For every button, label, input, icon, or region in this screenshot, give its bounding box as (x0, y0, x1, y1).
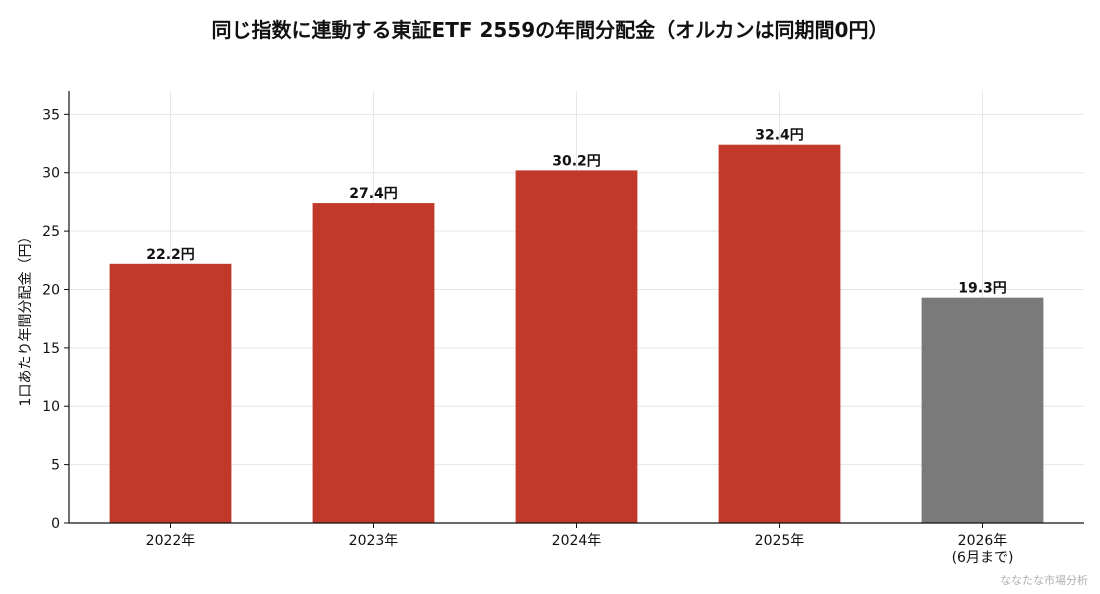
bar-value-label: 30.2円 (552, 153, 601, 169)
chart-title: 同じ指数に連動する東証ETF 2559の年間分配金（オルカンは同期間0円） (211, 18, 889, 42)
bar-value-label: 19.3円 (958, 281, 1007, 297)
bar (109, 263, 232, 523)
x-tick-label: 2026年 (958, 533, 1008, 549)
bar (312, 203, 435, 523)
x-tick-label: 2022年 (146, 533, 196, 549)
y-tick-label: 15 (42, 341, 60, 357)
bar (718, 144, 841, 523)
bar (515, 170, 638, 523)
watermark: ななたな市場分析 (1000, 574, 1088, 587)
y-tick-label: 35 (42, 107, 60, 123)
bar (921, 297, 1044, 523)
y-tick-label: 25 (42, 224, 60, 240)
y-tick-label: 30 (42, 166, 60, 182)
y-tick-label: 20 (42, 282, 60, 298)
bar-value-label: 32.4円 (755, 128, 804, 144)
y-tick-label: 0 (51, 516, 60, 532)
y-tick-label: 5 (51, 458, 60, 474)
y-axis-label: 1口あたり年間分配金（円） (18, 230, 34, 407)
x-tick-label: 2025年 (755, 533, 805, 549)
bars: 22.2円 27.4円 30.2円 32.4円 19.3円 (109, 128, 1044, 523)
bar-value-label: 27.4円 (349, 186, 398, 202)
y-tick-label: 10 (42, 399, 60, 415)
axes: 0 5 10 15 20 25 30 35 2022年 2023年 2024年 2025年 2026年(… (42, 91, 1084, 566)
x-tick-label: (6月まで) (952, 550, 1014, 566)
bar-value-label: 22.2円 (146, 247, 195, 263)
x-tick-label: 2023年 (349, 533, 399, 549)
x-tick-label: 2024年 (552, 533, 602, 549)
